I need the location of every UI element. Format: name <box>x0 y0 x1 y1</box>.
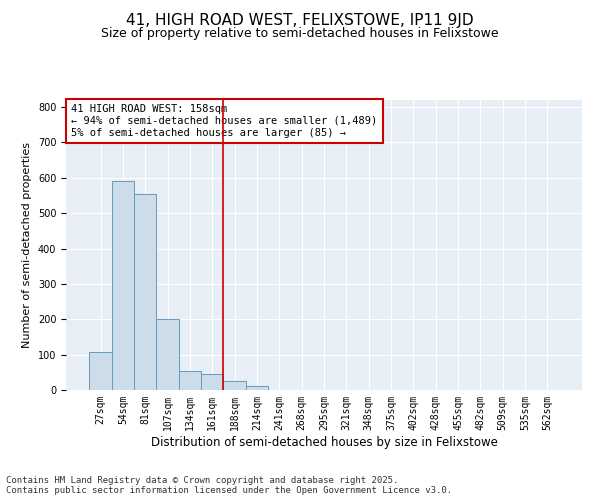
Text: 41 HIGH ROAD WEST: 158sqm
← 94% of semi-detached houses are smaller (1,489)
5% o: 41 HIGH ROAD WEST: 158sqm ← 94% of semi-… <box>71 104 377 138</box>
Bar <box>134 194 157 390</box>
Text: 41, HIGH ROAD WEST, FELIXSTOWE, IP11 9JD: 41, HIGH ROAD WEST, FELIXSTOWE, IP11 9JD <box>126 12 474 28</box>
Bar <box>201 374 223 390</box>
Text: Contains HM Land Registry data © Crown copyright and database right 2025.
Contai: Contains HM Land Registry data © Crown c… <box>6 476 452 495</box>
Bar <box>157 320 179 390</box>
Bar <box>223 381 246 390</box>
Bar <box>89 352 112 390</box>
Y-axis label: Number of semi-detached properties: Number of semi-detached properties <box>22 142 32 348</box>
Text: Size of property relative to semi-detached houses in Felixstowe: Size of property relative to semi-detach… <box>101 28 499 40</box>
Bar <box>112 182 134 390</box>
Bar <box>246 386 268 390</box>
X-axis label: Distribution of semi-detached houses by size in Felixstowe: Distribution of semi-detached houses by … <box>151 436 497 448</box>
Bar <box>179 370 201 390</box>
